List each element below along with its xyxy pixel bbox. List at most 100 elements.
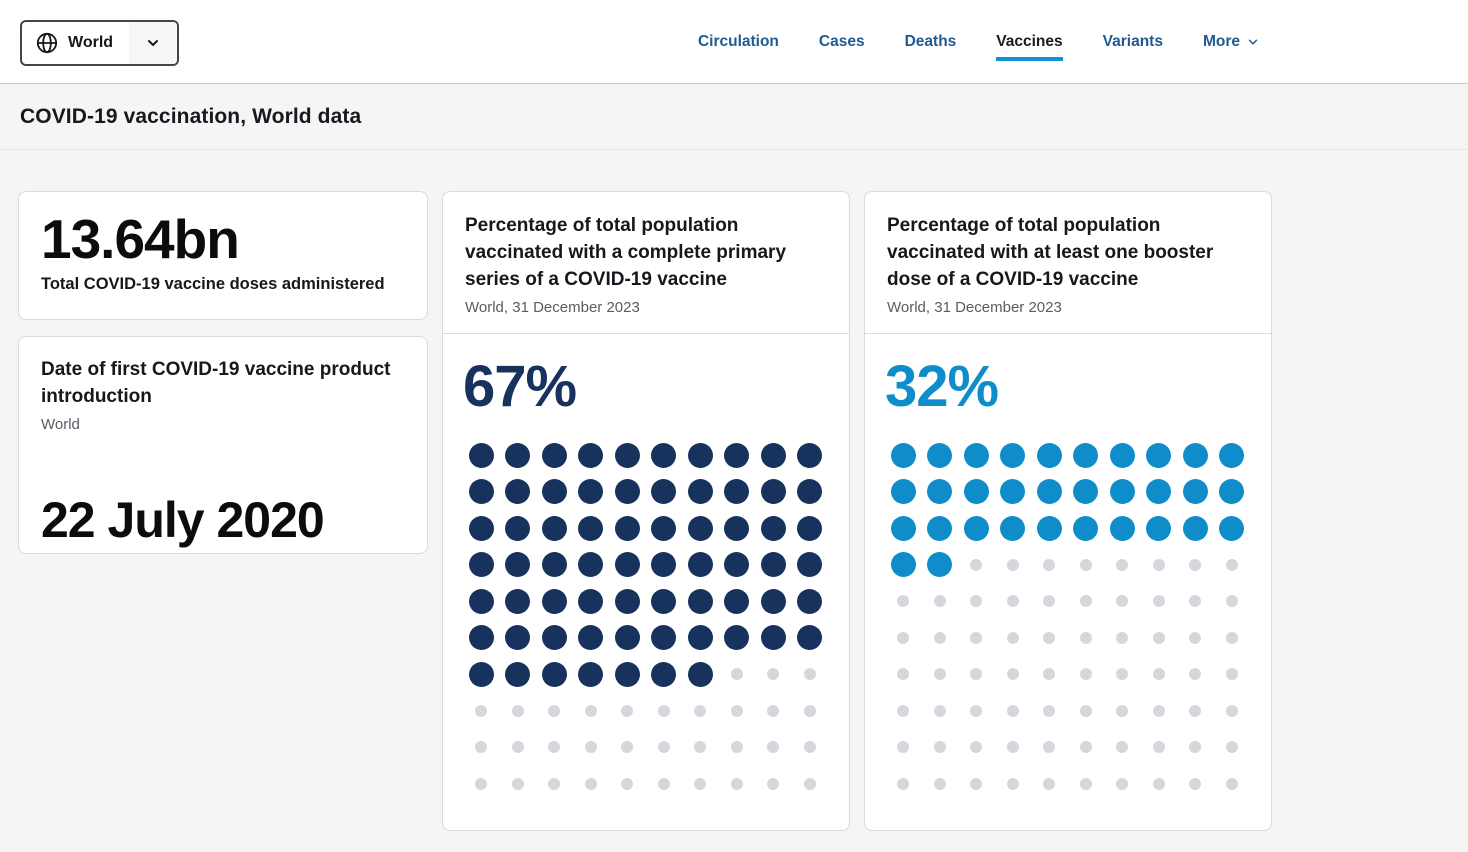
waffle-dot: [1214, 656, 1251, 693]
waffle-dot: [682, 473, 719, 510]
booster-body: 32%: [865, 334, 1271, 822]
waffle-dot: [719, 510, 756, 547]
nav-item-cases[interactable]: Cases: [818, 32, 865, 50]
waffle-dot: [885, 473, 922, 510]
waffle-dot: [755, 437, 792, 474]
waffle-dot: [609, 473, 646, 510]
waffle-dot: [682, 729, 719, 766]
nav-item-circulation[interactable]: Circulation: [697, 32, 779, 50]
waffle-dot: [922, 437, 959, 474]
waffle-dot: [1104, 656, 1141, 693]
waffle-dot: [755, 729, 792, 766]
booster-card: Percentage of total population vaccinate…: [864, 191, 1272, 831]
nav-item-more[interactable]: More: [1203, 25, 1260, 61]
waffle-dot: [1104, 583, 1141, 620]
waffle-dot: [500, 546, 537, 583]
region-selector-caret-button[interactable]: [129, 21, 178, 64]
waffle-dot: [719, 546, 756, 583]
first-introduction-subtitle: World: [41, 415, 80, 433]
chevron-down-icon: [145, 35, 161, 51]
waffle-dot: [1177, 765, 1214, 802]
waffle-dot: [609, 729, 646, 766]
waffle-dot: [755, 510, 792, 547]
waffle-dot: [719, 473, 756, 510]
waffle-dot: [1068, 692, 1105, 729]
waffle-dot: [1141, 729, 1178, 766]
waffle-dot: [682, 510, 719, 547]
waffle-dot: [1214, 473, 1251, 510]
waffle-dot: [1141, 473, 1178, 510]
waffle-dot: [463, 619, 500, 656]
waffle-dot: [682, 583, 719, 620]
main-content: 13.64bn Total COVID-19 vaccine doses adm…: [0, 150, 1468, 831]
waffle-dot: [609, 437, 646, 474]
nav-item-vaccines[interactable]: Vaccines: [996, 25, 1063, 61]
waffle-dot: [995, 692, 1032, 729]
main-nav: Circulation Cases Deaths Vaccines Varian…: [698, 0, 1260, 83]
waffle-dot: [995, 583, 1032, 620]
waffle-dot: [792, 583, 829, 620]
waffle-dot: [646, 583, 683, 620]
waffle-dot: [755, 692, 792, 729]
waffle-dot: [885, 510, 922, 547]
region-selector-label: World: [68, 33, 114, 51]
waffle-dot: [1177, 437, 1214, 474]
waffle-dot: [792, 765, 829, 802]
waffle-dot: [1177, 583, 1214, 620]
nav-item-deaths[interactable]: Deaths: [904, 32, 957, 50]
waffle-dot: [755, 619, 792, 656]
waffle-dot: [792, 619, 829, 656]
waffle-dot: [792, 473, 829, 510]
waffle-dot: [719, 583, 756, 620]
waffle-dot: [922, 583, 959, 620]
waffle-dot: [958, 765, 995, 802]
waffle-dot: [682, 619, 719, 656]
page-title: COVID-19 vaccination, World data: [20, 104, 362, 128]
waffle-dot: [463, 546, 500, 583]
waffle-dot: [719, 729, 756, 766]
waffle-dot: [1104, 473, 1141, 510]
waffle-dot: [500, 437, 537, 474]
waffle-dot: [1141, 510, 1178, 547]
booster-header: Percentage of total population vaccinate…: [865, 192, 1271, 334]
waffle-dot: [995, 473, 1032, 510]
waffle-dot: [646, 692, 683, 729]
waffle-dot: [609, 510, 646, 547]
waffle-dot: [885, 619, 922, 656]
waffle-dot: [573, 546, 610, 583]
waffle-dot: [1141, 656, 1178, 693]
primary-series-title: Percentage of total population vaccinate…: [465, 215, 787, 290]
nav-item-variants[interactable]: Variants: [1102, 32, 1163, 50]
waffle-dot: [573, 692, 610, 729]
waffle-dot: [1177, 619, 1214, 656]
waffle-dot: [536, 692, 573, 729]
waffle-dot: [463, 473, 500, 510]
waffle-dot: [719, 619, 756, 656]
region-selector-dropdown[interactable]: World: [20, 19, 180, 66]
waffle-dot: [573, 765, 610, 802]
waffle-dot: [1031, 510, 1068, 547]
waffle-dot: [922, 510, 959, 547]
waffle-dot: [922, 473, 959, 510]
waffle-dot: [500, 473, 537, 510]
waffle-dot: [1177, 729, 1214, 766]
waffle-dot: [1214, 583, 1251, 620]
waffle-dot: [1104, 510, 1141, 547]
waffle-dot: [958, 546, 995, 583]
waffle-dot: [463, 692, 500, 729]
waffle-dot: [885, 656, 922, 693]
waffle-dot: [500, 692, 537, 729]
waffle-dot: [500, 765, 537, 802]
waffle-dot: [922, 656, 959, 693]
waffle-dot: [573, 619, 610, 656]
booster-subtitle: World, 31 December 2023: [887, 298, 1062, 316]
cards-grid: 13.64bn Total COVID-19 vaccine doses adm…: [18, 191, 1468, 831]
waffle-dot: [463, 656, 500, 693]
waffle-dot: [536, 437, 573, 474]
waffle-dot: [1141, 619, 1178, 656]
waffle-dot: [995, 619, 1032, 656]
waffle-dot: [1068, 656, 1105, 693]
waffle-dot: [609, 619, 646, 656]
waffle-dot: [958, 729, 995, 766]
title-band: COVID-19 vaccination, World data: [0, 84, 1468, 150]
